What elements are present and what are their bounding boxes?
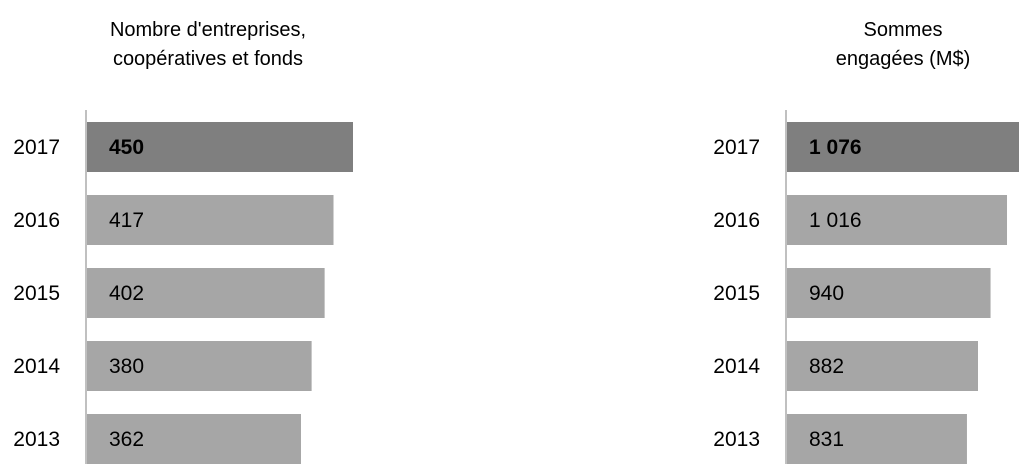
chart-left-bar-2013 — [87, 414, 301, 464]
chart-right-bar-2017 — [787, 122, 1019, 172]
chart-right-bar-2015 — [787, 268, 991, 318]
chart-right-value-label: 1 016 — [809, 209, 862, 232]
chart-left-bar-2014 — [87, 341, 312, 391]
chart-left-year-label: 2016 — [13, 209, 60, 232]
chart-left-bar-2016 — [87, 195, 334, 245]
chart-right-value-label: 1 076 — [809, 136, 862, 159]
chart-left-bar-2017 — [87, 122, 353, 172]
chart-left-value-label: 450 — [109, 136, 144, 159]
chart-left-title-line-2: coopératives et fonds — [113, 48, 303, 70]
chart-right-year-label: 2015 — [713, 282, 760, 305]
chart-left-value-label: 417 — [109, 209, 144, 232]
chart-left-year-label: 2014 — [13, 355, 60, 378]
chart-left-bar-2015 — [87, 268, 325, 318]
chart-right-title-line-2: engagées (M$) — [836, 48, 971, 70]
chart-left-value-label: 380 — [109, 355, 144, 378]
chart-left-title-line-1: Nombre d'entreprises, — [110, 19, 306, 41]
chart-left-year-label: 2013 — [13, 428, 60, 451]
chart-right-value-label: 882 — [809, 355, 844, 378]
chart-right-value-label: 940 — [809, 282, 844, 305]
chart-right-bar-2013 — [787, 414, 967, 464]
chart-right-bars: 2017 1 076 2016 1 016 2015 940 2014 882 2013 831 — [713, 122, 1019, 464]
chart-right-year-label: 2017 — [713, 136, 760, 159]
chart-right-value-label: 831 — [809, 428, 844, 451]
chart-right-title-line-1: Sommes — [864, 19, 943, 41]
chart-right-bar-2014 — [787, 341, 978, 391]
chart-right-bar-2016 — [787, 195, 1008, 245]
chart-right-year-label: 2013 — [713, 428, 760, 451]
chart-right-year-label: 2016 — [713, 209, 760, 232]
chart-left-year-label: 2017 — [13, 136, 60, 159]
chart-left-value-label: 402 — [109, 282, 144, 305]
chart-left-year-label: 2015 — [13, 282, 60, 305]
chart-left: Nombre d'entreprises, coopératives et fo… — [13, 19, 353, 464]
chart-right-year-label: 2014 — [713, 355, 760, 378]
chart-left-value-label: 362 — [109, 428, 144, 451]
chart-left-bars: 2017 450 2016 417 2015 402 2014 380 2013 362 — [13, 122, 353, 464]
